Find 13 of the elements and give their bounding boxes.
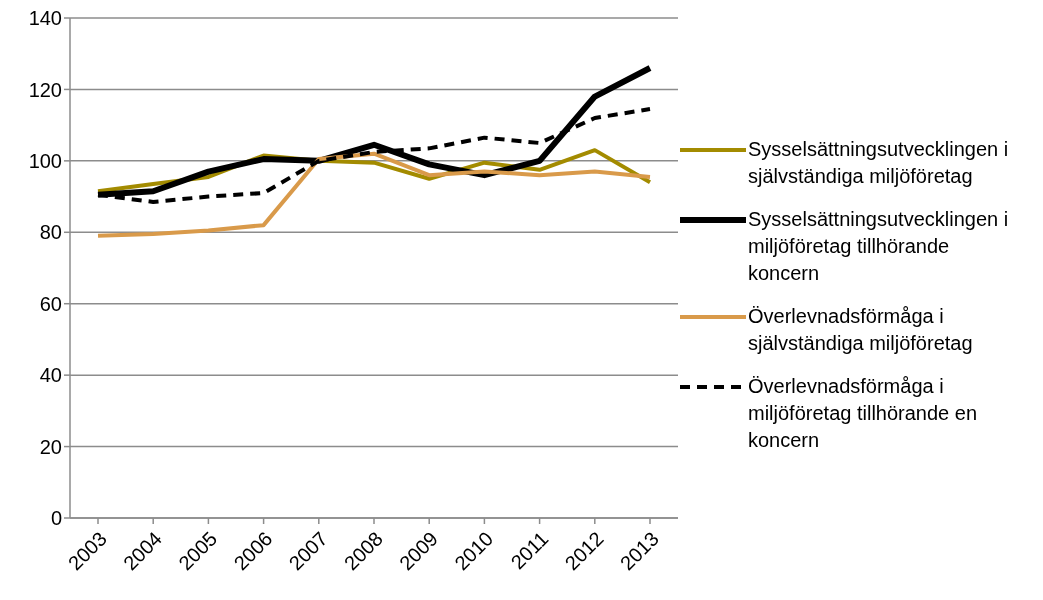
legend-label: Överlevnadsförmåga i miljöföretag tillhörande en koncern: [748, 374, 979, 453]
y-tick-label: 100: [28, 149, 62, 172]
y-tick-label: 120: [28, 78, 62, 101]
y-tick-label: 80: [39, 221, 62, 244]
legend-label: Sysselsättningsutvecklingen i miljöföretag tillhörande koncern: [748, 207, 1010, 286]
y-tick-label: 40: [39, 364, 62, 387]
legend-label: Sysselsättningsutvecklingen i självständiga miljöföretag: [748, 137, 1010, 189]
legend-label: Överlevnadsförmåga i självständiga miljöföretag: [748, 304, 974, 356]
y-tick-label: 140: [28, 7, 62, 30]
y-tick-label: 20: [39, 435, 62, 458]
y-tick-label: 0: [50, 507, 62, 530]
y-tick-label: 60: [39, 292, 62, 315]
line-series: [96, 151, 652, 238]
